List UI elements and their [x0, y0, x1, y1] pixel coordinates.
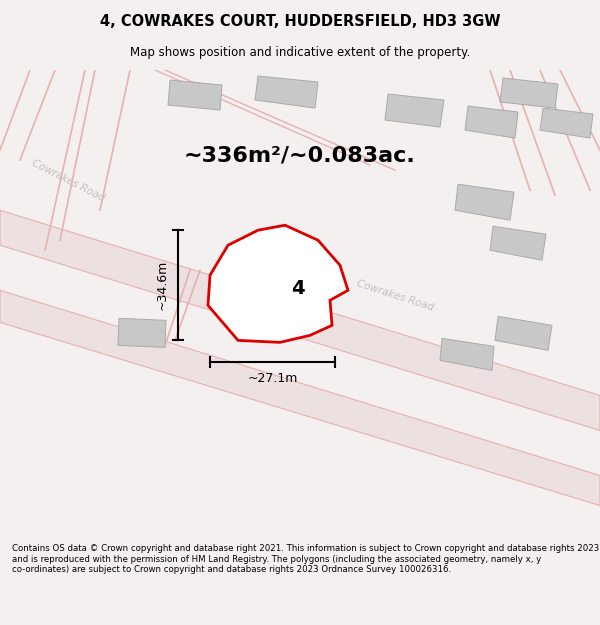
Polygon shape — [500, 78, 558, 108]
Text: Cowrakes Road: Cowrakes Road — [30, 158, 106, 203]
Polygon shape — [118, 318, 166, 348]
Text: Map shows position and indicative extent of the property.: Map shows position and indicative extent… — [130, 46, 470, 59]
Text: 4: 4 — [291, 279, 305, 298]
Polygon shape — [495, 316, 552, 351]
Polygon shape — [465, 106, 518, 138]
Polygon shape — [455, 184, 514, 220]
Text: ~34.6m: ~34.6m — [155, 260, 169, 311]
Polygon shape — [490, 226, 546, 260]
Text: Cowrakes Road: Cowrakes Road — [355, 278, 435, 312]
Polygon shape — [540, 108, 593, 138]
Polygon shape — [208, 225, 348, 342]
Polygon shape — [255, 76, 318, 108]
Polygon shape — [168, 80, 222, 110]
Text: ~27.1m: ~27.1m — [247, 372, 298, 385]
Polygon shape — [385, 94, 444, 127]
Text: ~336m²/~0.083ac.: ~336m²/~0.083ac. — [184, 145, 416, 165]
Polygon shape — [0, 290, 600, 506]
Polygon shape — [440, 338, 494, 371]
Text: 4, COWRAKES COURT, HUDDERSFIELD, HD3 3GW: 4, COWRAKES COURT, HUDDERSFIELD, HD3 3GW — [100, 14, 500, 29]
Polygon shape — [0, 210, 600, 431]
Text: Contains OS data © Crown copyright and database right 2021. This information is : Contains OS data © Crown copyright and d… — [12, 544, 599, 574]
